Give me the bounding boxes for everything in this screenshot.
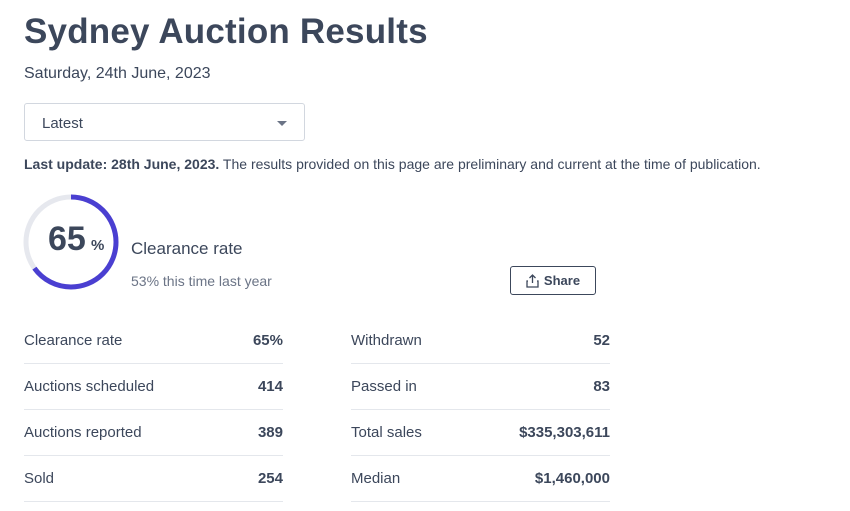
- ring-progress: [23, 194, 119, 290]
- stat-value: 389: [257, 424, 283, 441]
- stat-row: Sold 254: [24, 456, 283, 502]
- share-icon: [526, 273, 539, 288]
- auction-date: Saturday, 24th June, 2023: [24, 65, 211, 82]
- share-label: Share: [543, 273, 581, 288]
- share-button[interactable]: Share: [510, 266, 596, 295]
- stat-value: 65%: [252, 332, 283, 349]
- stat-label: Auctions scheduled: [24, 378, 155, 395]
- stat-value: $1,460,000: [534, 470, 610, 487]
- stat-label: Withdrawn: [351, 332, 422, 349]
- select-value: Latest: [42, 115, 83, 132]
- stat-label: Auctions reported: [24, 424, 142, 441]
- stat-row: Withdrawn 52: [351, 318, 610, 364]
- stats-table-right: Withdrawn 52 Passed in 83 Total sales $3…: [351, 318, 610, 502]
- stat-label: Median: [351, 470, 401, 487]
- chevron-down-icon: [277, 121, 287, 126]
- clearance-rate-unit: %: [91, 237, 105, 254]
- last-update-notice: Last update: 28th June, 2023. The result…: [24, 156, 761, 172]
- results-period-select[interactable]: Latest: [24, 103, 305, 141]
- stat-value: 254: [257, 470, 283, 487]
- stat-row: Median $1,460,000: [351, 456, 610, 502]
- stat-value: 52: [593, 332, 610, 349]
- stat-label: Clearance rate: [24, 332, 123, 349]
- stat-row: Total sales $335,303,611: [351, 410, 610, 456]
- notice-text: The results provided on this page are pr…: [219, 156, 761, 172]
- last-update-date: Last update: 28th June, 2023.: [24, 156, 220, 172]
- stats-table-left: Clearance rate 65% Auctions scheduled 41…: [24, 318, 283, 502]
- stat-value: 83: [593, 378, 610, 395]
- stat-value: $335,303,611: [519, 424, 610, 441]
- clearance-rate-label: Clearance rate: [131, 239, 243, 258]
- stat-row: Auctions scheduled 414: [24, 364, 283, 410]
- stat-row: Clearance rate 65%: [24, 318, 283, 364]
- stat-label: Passed in: [351, 378, 417, 395]
- stat-value: 414: [257, 378, 283, 395]
- clearance-rate-ring: [23, 194, 119, 290]
- stat-row: Auctions reported 389: [24, 410, 283, 456]
- page-title: Sydney Auction Results: [24, 12, 428, 51]
- stat-label: Total sales: [351, 424, 422, 441]
- stat-row: Passed in 83: [351, 364, 610, 410]
- clearance-rate-value: 65: [48, 220, 86, 258]
- stat-label: Sold: [24, 470, 55, 487]
- clearance-rate-comparison: 53% this time last year: [131, 273, 272, 289]
